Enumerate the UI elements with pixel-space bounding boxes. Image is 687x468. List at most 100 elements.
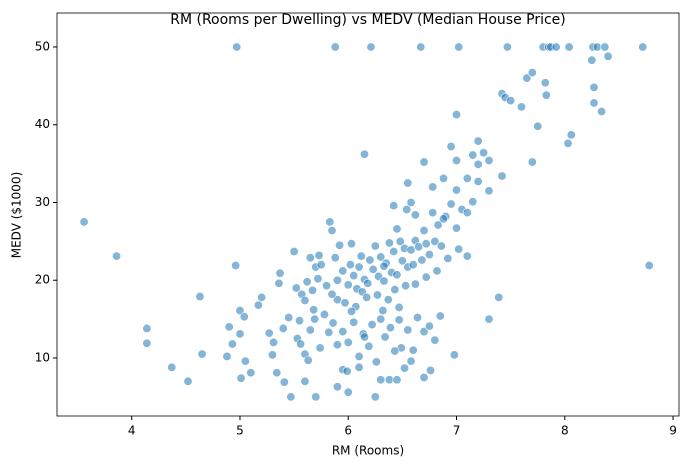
point <box>332 340 342 350</box>
point <box>479 148 489 158</box>
point <box>319 309 329 319</box>
point <box>343 337 353 347</box>
point <box>167 362 177 372</box>
point <box>354 362 364 372</box>
point <box>314 250 324 260</box>
point <box>354 351 364 361</box>
point <box>332 382 342 392</box>
y-tick-label: 20 <box>35 273 50 287</box>
point <box>289 246 299 256</box>
point <box>443 253 453 263</box>
point <box>473 136 483 146</box>
point <box>424 321 434 331</box>
point <box>332 275 342 285</box>
point <box>363 278 373 288</box>
point <box>436 241 446 251</box>
point <box>394 302 404 312</box>
point <box>589 98 599 108</box>
chart-title: RM (Rooms per Dwelling) vs MEDV (Median … <box>170 12 566 28</box>
point <box>370 392 380 402</box>
point <box>454 42 464 52</box>
y-tick-label: 30 <box>35 195 50 209</box>
point <box>403 178 413 188</box>
point <box>372 290 382 300</box>
point <box>246 368 256 378</box>
point <box>454 244 464 254</box>
point <box>540 78 550 88</box>
point <box>384 238 394 248</box>
point <box>424 250 434 260</box>
point <box>416 42 426 52</box>
point <box>253 300 263 310</box>
point <box>446 199 456 209</box>
point <box>462 251 472 261</box>
point <box>406 197 416 207</box>
point <box>364 341 374 351</box>
point <box>506 96 516 106</box>
point <box>390 346 400 356</box>
point <box>502 42 512 52</box>
point <box>310 314 320 324</box>
point <box>473 159 483 169</box>
point <box>419 372 429 382</box>
point <box>597 107 607 117</box>
point <box>587 55 597 65</box>
point <box>142 338 152 348</box>
point <box>235 329 245 339</box>
point <box>343 387 353 397</box>
point <box>322 281 332 291</box>
point <box>402 204 412 214</box>
point <box>300 295 310 305</box>
point <box>484 314 494 324</box>
point <box>359 149 369 159</box>
point <box>385 323 395 333</box>
point <box>638 42 648 52</box>
point <box>563 138 573 148</box>
point <box>286 392 296 402</box>
point <box>462 208 472 218</box>
point <box>359 332 369 342</box>
point <box>342 366 352 376</box>
point <box>295 316 305 326</box>
point <box>592 42 602 52</box>
point <box>376 375 386 385</box>
x-tick-label: 8 <box>561 424 569 438</box>
point <box>439 214 449 224</box>
point <box>449 350 459 360</box>
point <box>589 82 599 92</box>
point <box>541 90 551 100</box>
point <box>406 356 416 366</box>
point <box>305 253 315 263</box>
point <box>325 217 335 227</box>
point <box>395 236 405 246</box>
point <box>390 285 400 295</box>
point <box>354 262 364 272</box>
point <box>378 306 388 316</box>
point <box>313 274 323 284</box>
point <box>338 327 348 337</box>
point <box>232 42 242 52</box>
point <box>379 276 389 286</box>
point <box>403 325 413 335</box>
point <box>264 328 274 338</box>
x-tick-label: 7 <box>453 424 461 438</box>
x-tick-label: 6 <box>344 424 352 438</box>
point <box>389 246 399 256</box>
point <box>417 255 427 265</box>
point <box>315 343 325 353</box>
point <box>257 292 267 302</box>
point <box>430 236 440 246</box>
point <box>279 377 289 387</box>
point <box>452 185 462 195</box>
point <box>446 142 456 152</box>
point <box>296 339 306 349</box>
point <box>419 225 429 235</box>
point <box>79 217 89 227</box>
point <box>346 306 356 316</box>
point <box>533 121 543 131</box>
point <box>468 150 478 160</box>
point <box>414 242 424 252</box>
point <box>197 349 207 359</box>
point <box>497 171 507 181</box>
